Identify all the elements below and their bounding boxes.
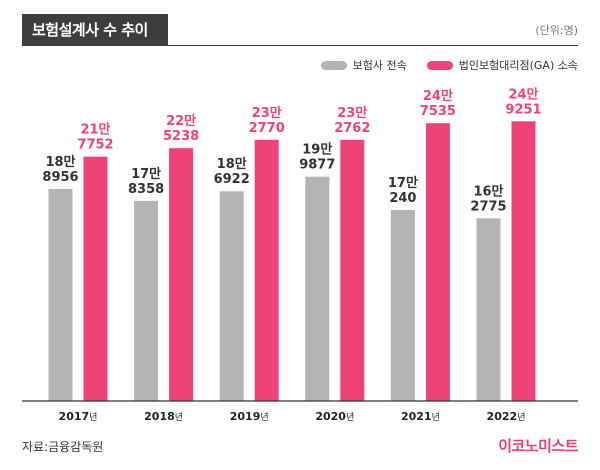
legend-label-series1: 보험사 전속	[352, 59, 407, 72]
data-label-2-2018: 22만 5238	[163, 113, 199, 144]
legend: 보험사 전속 법인보험대리점(GA) 소속	[301, 57, 578, 73]
x-tick-label-2018: 2018년	[144, 410, 183, 423]
data-label-1-2022: 16만 2775	[470, 183, 506, 214]
bar-1-2022	[476, 218, 501, 401]
data-label-2-2022: 24만 9251	[505, 86, 541, 117]
bar-1-2020	[305, 176, 330, 401]
chart-title: 보험설계사 수 추이	[22, 14, 168, 46]
legend-swatch-series1	[320, 60, 347, 70]
bar-2-2021	[425, 123, 450, 401]
legend-item-series1: 보험사 전속	[320, 57, 407, 73]
x-tick-label-2017: 2017년	[59, 410, 98, 423]
bar-2-2018	[169, 148, 194, 401]
data-label-2-2021: 24만 7535	[420, 88, 456, 119]
x-tick-label-2019: 2019년	[230, 410, 269, 423]
x-tick-label-2022: 2022년	[487, 410, 526, 423]
title-divider	[22, 45, 578, 46]
bar-1-2021	[390, 209, 415, 401]
data-label-2-2020: 23만 2762	[334, 105, 370, 136]
unit-label: (단위:명)	[535, 24, 578, 37]
data-label-1-2020: 19만 9877	[299, 142, 335, 173]
publisher-logo: 이코노미스트	[498, 437, 578, 455]
data-label-2-2017: 21만 7752	[77, 122, 113, 153]
bar-1-2017	[48, 188, 73, 401]
data-label-1-2018: 17만 8358	[128, 166, 164, 197]
bar-2-2020	[340, 139, 365, 401]
bar-2-2022	[511, 121, 536, 402]
x-tick-label-2020: 2020년	[315, 410, 354, 423]
x-tick-label-2021: 2021년	[401, 410, 440, 423]
bar-2-2019	[254, 139, 279, 401]
legend-item-series2: 법인보험대리점(GA) 소속	[426, 57, 578, 73]
legend-swatch-series2	[426, 60, 453, 70]
bar-2-2017	[83, 156, 108, 401]
data-label-1-2019: 18만 6922	[214, 156, 250, 187]
source-note: 자료:금융감독원	[22, 440, 104, 454]
legend-label-series2: 법인보험대리점(GA) 소속	[458, 59, 578, 72]
bar-1-2019	[219, 191, 244, 401]
bar-1-2018	[134, 200, 159, 401]
data-label-1-2017: 18만 8956	[42, 154, 78, 185]
data-label-1-2021: 17만 240	[388, 175, 418, 206]
data-label-2-2019: 23만 2770	[249, 105, 285, 136]
